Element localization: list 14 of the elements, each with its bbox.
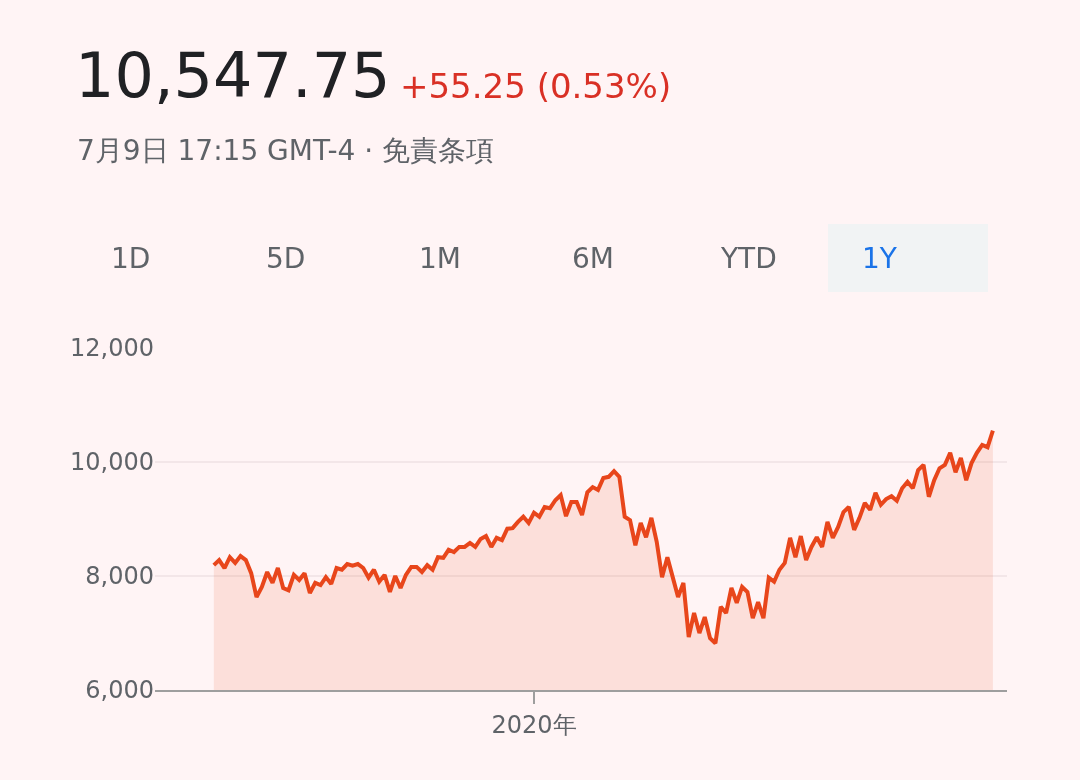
text: 6M (572, 242, 614, 275)
y-tick-label: 6,000 (85, 676, 154, 705)
y-tick-label: 12,000 (70, 334, 154, 363)
y-tick-label: 10,000 (70, 448, 154, 477)
y-tick-label: 8,000 (85, 562, 154, 591)
text: YTD (720, 242, 777, 275)
text: 1D (111, 242, 151, 275)
x-tick-label: 2020年 (491, 710, 577, 739)
text: 1M (419, 242, 461, 275)
chart-subtitle: 7月9日 17:15 GMT-4 · 免責条項 (77, 134, 495, 167)
text: 5D (266, 242, 306, 275)
text: +55.25 (0.53%) (400, 66, 672, 106)
chart-title: 10,547.75 (75, 38, 391, 112)
text: 1Y (862, 242, 898, 275)
